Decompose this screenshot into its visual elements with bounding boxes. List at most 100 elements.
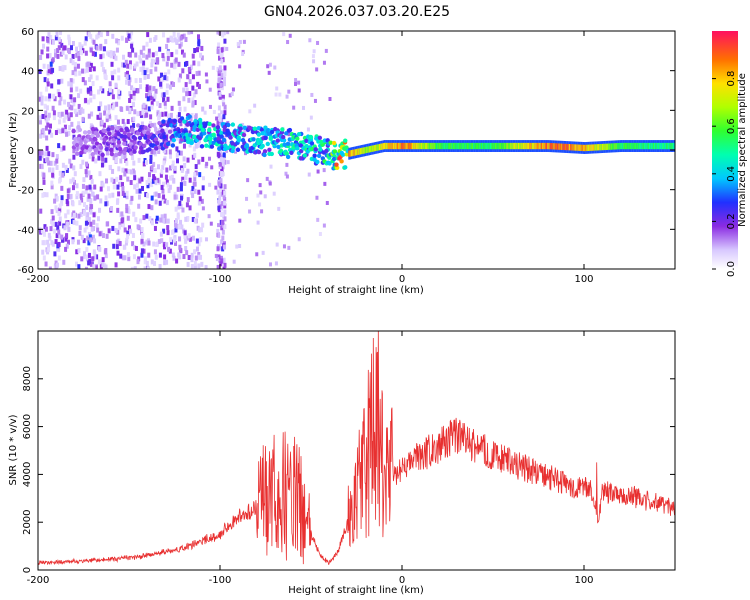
noise-cell [85, 224, 89, 230]
noise-cell [238, 244, 242, 249]
ridge-point [235, 147, 241, 152]
noise-cell [99, 198, 103, 204]
noise-cell [277, 206, 281, 211]
noise-cell [152, 161, 156, 167]
noise-cell [64, 236, 68, 242]
noise-cell [132, 90, 136, 96]
noise-cell [50, 209, 54, 215]
noise-cell [122, 62, 126, 68]
noise-cell [47, 112, 51, 118]
noise-cell [177, 112, 181, 118]
ridge-point [631, 142, 633, 150]
ridge-point [298, 156, 303, 161]
ridge-point [643, 142, 646, 150]
noise-cell [177, 252, 181, 258]
noise-cell [40, 164, 44, 170]
ridge-point [79, 150, 84, 155]
noise-cell [48, 266, 52, 269]
noise-cell [45, 192, 49, 198]
noise-cell [165, 89, 169, 95]
noise-cell [48, 235, 52, 241]
noise-cell [150, 104, 154, 110]
ridge-point [260, 131, 265, 136]
noise-cell [153, 122, 157, 128]
noise-cell [126, 63, 130, 69]
noise-cell [149, 158, 153, 164]
noise-cell [43, 103, 47, 109]
noise-cell [43, 224, 47, 230]
colorbar-ticks: 0.00.20.40.60.8 [712, 71, 737, 277]
noise-cell [121, 126, 125, 132]
ridge-point [645, 142, 647, 150]
noise-cell [41, 36, 45, 42]
ridge-point [185, 136, 190, 141]
noise-cell [105, 200, 109, 206]
ridge-point [228, 135, 233, 140]
ridge-point [380, 143, 382, 150]
ridge-point [117, 146, 123, 152]
noise-cell [167, 188, 171, 194]
ridge-point [606, 143, 609, 150]
noise-cell [173, 168, 177, 174]
noise-cell [111, 192, 115, 198]
noise-cell [117, 166, 121, 172]
noise-cell [147, 52, 151, 58]
noise-cell [159, 231, 163, 237]
noise-cell [222, 114, 226, 120]
ridge-point [219, 130, 224, 136]
noise-cell [185, 216, 189, 222]
noise-cell [222, 102, 226, 107]
ridge-point [385, 142, 387, 150]
noise-cell [162, 228, 166, 234]
ridge-point [339, 159, 344, 164]
noise-cell [197, 241, 201, 247]
noise-cell [183, 180, 187, 186]
ridge-point [519, 142, 521, 150]
noise-cell [161, 218, 165, 224]
noise-cell [61, 172, 65, 178]
noise-cell [216, 228, 220, 233]
noise-cell [71, 70, 75, 76]
noise-cell [119, 181, 123, 187]
noise-cell [117, 75, 121, 81]
colorbar-tick-label: 0.2 [726, 213, 737, 229]
noise-cell [158, 111, 162, 117]
noise-cell [85, 204, 89, 210]
y-tick-label: 60 [21, 27, 34, 38]
noise-cell [165, 134, 169, 140]
ridge-point [485, 142, 488, 150]
noise-cell [200, 198, 204, 204]
ridge-point [382, 143, 385, 150]
noise-cell [158, 103, 162, 109]
noise-cell [220, 211, 224, 217]
noise-cell [132, 254, 136, 260]
noise-cell [135, 188, 139, 194]
noise-cell [67, 130, 71, 136]
noise-cell [39, 229, 43, 235]
noise-cell [287, 89, 291, 94]
ridge-point [418, 142, 420, 150]
ridge-point [511, 142, 513, 150]
ridge-point [604, 143, 606, 151]
noise-cell [220, 167, 224, 173]
noise-cell [127, 169, 131, 175]
ridge-point [410, 142, 413, 150]
noise-cell [82, 251, 86, 257]
ridge-point [372, 145, 374, 152]
ridge-point [634, 142, 637, 150]
y-tick-label: 8000 [22, 366, 33, 391]
noise-cell [145, 260, 149, 266]
noise-cell [204, 237, 208, 242]
noise-cell [45, 135, 49, 141]
y-tick-label: 2000 [22, 509, 33, 534]
noise-cell [207, 214, 211, 219]
noise-cell [92, 219, 96, 225]
ridge-point [137, 135, 143, 141]
noise-cell [161, 188, 165, 194]
noise-cell [124, 158, 128, 164]
noise-cell [188, 177, 192, 183]
noise-cell [161, 52, 165, 58]
noise-cell [41, 249, 45, 255]
noise-cell [267, 70, 271, 75]
noise-cell [141, 109, 145, 115]
